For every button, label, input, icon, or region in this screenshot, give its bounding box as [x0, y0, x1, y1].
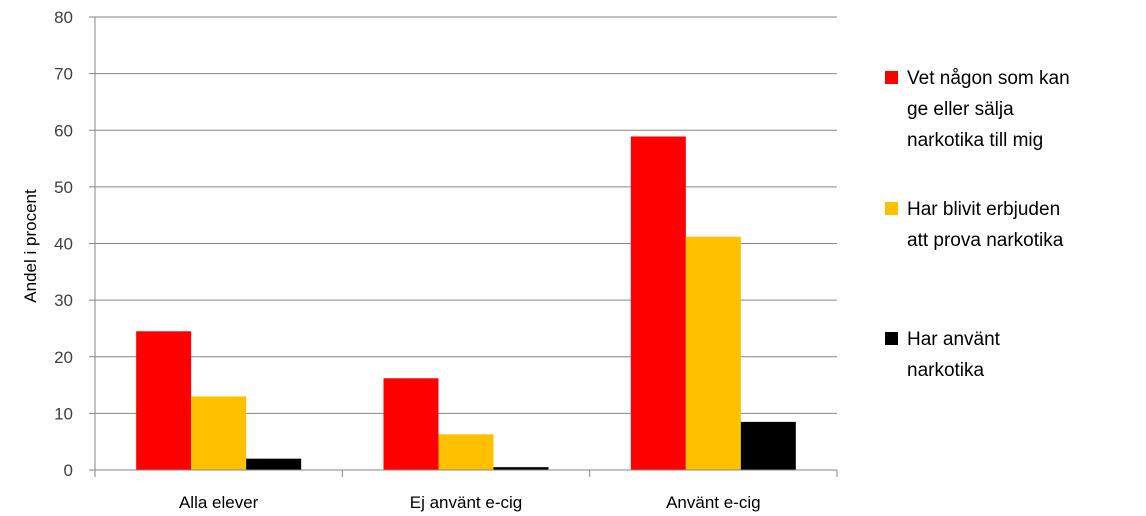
bar — [685, 236, 741, 470]
axes — [89, 16, 838, 477]
legend-label: Vet någon som kan — [907, 68, 1070, 89]
bar — [136, 331, 192, 470]
legend-swatch — [885, 71, 898, 84]
y-tick-label: 80 — [54, 8, 73, 27]
legend-swatch — [885, 332, 898, 345]
bar — [191, 396, 247, 470]
x-category-label: Ej använt e-cig — [410, 493, 522, 512]
bar — [438, 434, 494, 470]
y-tick-label: 70 — [54, 65, 73, 84]
legend-label: narkotika — [907, 360, 985, 381]
legend-item: Har använt narkotika — [885, 329, 1001, 381]
y-tick-label: 0 — [64, 461, 73, 480]
legend-label: narkotika till mig — [907, 130, 1043, 151]
legend-swatch — [885, 202, 898, 215]
bar — [630, 136, 686, 470]
legend-label: Har blivit erbjuden — [907, 199, 1060, 220]
bar — [246, 458, 302, 470]
legend-label: ge eller sälja — [907, 99, 1014, 120]
bar — [740, 421, 796, 470]
y-tick-label: 30 — [54, 291, 73, 310]
y-tick-label: 20 — [54, 348, 73, 367]
gridlines — [95, 16, 837, 414]
x-category-label: Alla elever — [179, 493, 259, 512]
y-tick-label: 60 — [54, 121, 73, 140]
axis-labels: 0 10 20 30 40 50 60 70 80 Alla elever Ej använt e-… — [54, 8, 761, 512]
y-tick-label: 50 — [54, 178, 73, 197]
x-category-label: Använt e-cig — [666, 493, 761, 512]
bars — [136, 136, 796, 470]
legend-label: Har använt — [907, 329, 1001, 350]
legend-item: Vet någon som kan ge eller sälja narkotika… — [885, 68, 1070, 151]
bar — [493, 467, 549, 470]
legend: Vet någon som kan ge eller sälja narkotika… — [885, 68, 1070, 381]
y-tick-label: 40 — [54, 235, 73, 254]
legend-item: Har blivit erbjuden att prova narkotika — [885, 199, 1064, 251]
legend-label: att prova narkotika — [907, 230, 1064, 251]
y-tick-label: 10 — [54, 404, 73, 423]
y-axis-title: Andel i procent — [21, 189, 40, 303]
bar — [383, 378, 439, 470]
